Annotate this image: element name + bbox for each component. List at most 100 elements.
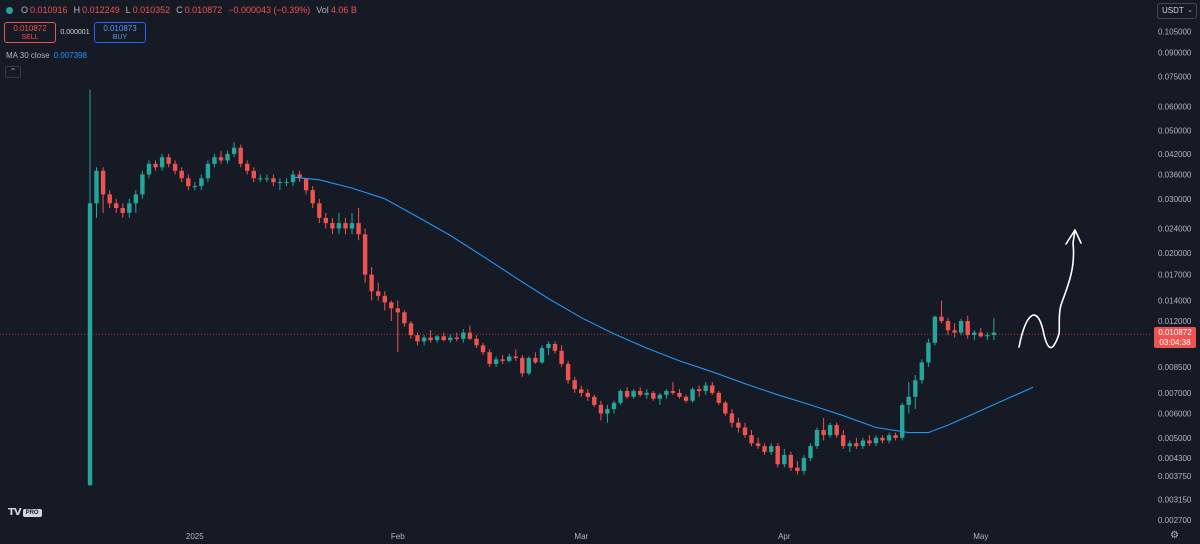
- candles: [87, 89, 997, 486]
- candle-body: [493, 359, 499, 364]
- x-tick-label: Apr: [778, 532, 791, 541]
- volume-value: 4.06 B: [330, 5, 357, 15]
- candle-body: [271, 178, 276, 183]
- candle-body: [166, 157, 171, 164]
- candle-body: [94, 170, 99, 204]
- candle-body: [245, 163, 250, 171]
- candle-body: [192, 186, 197, 188]
- candle-body: [945, 321, 951, 331]
- candle-body: [572, 380, 577, 390]
- sell-button[interactable]: 0.010872 SELL: [4, 22, 56, 43]
- candle-body: [723, 402, 728, 414]
- y-tick-label: 0.014000: [1158, 297, 1192, 306]
- candle-body: [585, 392, 590, 397]
- candle-body: [454, 337, 459, 339]
- high-label: H: [73, 5, 81, 15]
- candle-body: [978, 332, 983, 337]
- candle-body: [448, 337, 453, 341]
- candle-body: [716, 392, 721, 403]
- candle-body: [710, 385, 715, 393]
- candle-body: [677, 392, 682, 397]
- candle-body: [421, 337, 427, 342]
- candle-body: [598, 404, 604, 414]
- candle-body: [762, 446, 767, 452]
- candle-body: [670, 391, 676, 393]
- candle-body: [886, 435, 892, 441]
- currency-selector[interactable]: USDT ⌄: [1157, 3, 1197, 19]
- price-axis[interactable]: 0.105000 0.090000 0.075000 0.060000 0.050000…: [1158, 28, 1192, 525]
- candle-body: [343, 223, 348, 229]
- candle-body: [755, 443, 761, 447]
- y-tick-label: 0.006000: [1158, 410, 1192, 419]
- drawn-annotation[interactable]: [1018, 229, 1082, 349]
- candle-body: [376, 291, 381, 296]
- buy-button[interactable]: 0.010873 BUY: [94, 22, 146, 43]
- y-tick-label: 0.090000: [1158, 48, 1192, 57]
- candle-body: [520, 357, 525, 374]
- low-value: 0.010352: [132, 5, 171, 15]
- volume-label: Vol: [316, 5, 329, 15]
- candle-body: [683, 396, 689, 401]
- current-price-tag: 0.010872 03:04:38: [1154, 327, 1196, 348]
- candle-body: [258, 178, 263, 180]
- candle-body: [349, 223, 355, 229]
- y-tick-label: 0.007000: [1158, 389, 1192, 398]
- candle-body: [873, 437, 879, 444]
- candle-body: [140, 174, 145, 195]
- candle-body: [533, 357, 538, 363]
- candle-body: [159, 157, 165, 168]
- bar-countdown: 03:04:38: [1159, 338, 1191, 347]
- candle-body: [389, 302, 394, 309]
- x-tick-label: May: [973, 532, 988, 541]
- candle-body: [926, 342, 931, 363]
- candle-body: [290, 174, 296, 183]
- collapse-legend-button[interactable]: ⌃: [5, 66, 21, 78]
- candle-body: [428, 337, 433, 341]
- y-tick-label: 0.017000: [1158, 271, 1192, 280]
- y-tick-label: 0.020000: [1158, 249, 1192, 258]
- open-value: 0.010916: [30, 5, 68, 15]
- close-label: C: [176, 5, 183, 15]
- chevron-up-icon: ⌃: [9, 67, 17, 76]
- candle-body: [467, 332, 473, 339]
- sell-price: 0.010872: [13, 24, 47, 33]
- candle-body: [985, 335, 990, 337]
- candle-body: [703, 385, 708, 391]
- ma-legend[interactable]: MA 30 close 0.007398: [6, 51, 87, 60]
- candle-body: [303, 178, 309, 191]
- candle-body: [900, 404, 905, 438]
- sell-label: SELL: [21, 34, 39, 41]
- ohlc-legend: O 0.010916 H 0.012249 L 0.010352 C 0.010872 …: [6, 5, 357, 15]
- y-tick-label: 0.012000: [1158, 317, 1192, 326]
- candle-body: [323, 217, 328, 224]
- candle-body: [775, 446, 780, 465]
- candle-body: [565, 363, 571, 381]
- candle-body: [579, 389, 584, 393]
- trade-panel: 0.010872 SELL 0.000001 0.010873 BUY: [4, 22, 146, 43]
- candle-body: [801, 457, 807, 471]
- candle-body: [146, 163, 152, 175]
- annotation-arrowhead: [1065, 229, 1082, 245]
- candle-body: [408, 323, 414, 336]
- tradingview-logo[interactable]: TV PRO: [8, 507, 42, 518]
- candle-body: [120, 208, 125, 213]
- candle-body: [277, 182, 283, 184]
- y-tick-label: 0.030000: [1158, 195, 1192, 204]
- candle-body: [919, 362, 924, 381]
- y-tick-label: 0.003150: [1158, 495, 1192, 504]
- candle-body: [559, 350, 564, 364]
- ma-label: MA 30 close: [6, 51, 50, 60]
- gear-icon[interactable]: ⚙: [1170, 530, 1179, 541]
- candle-body: [87, 203, 93, 486]
- y-tick-label: 0.002700: [1158, 516, 1192, 525]
- candle-body: [133, 194, 139, 204]
- close-value: 0.010872: [184, 5, 223, 15]
- candle-body: [526, 357, 531, 374]
- candle-body: [107, 194, 112, 204]
- candle-body: [788, 454, 793, 468]
- time-axis[interactable]: 2025 Feb Mar Apr May: [186, 532, 988, 541]
- market-status-icon: [6, 6, 13, 14]
- candle-body: [199, 178, 204, 187]
- candle-body: [402, 312, 407, 324]
